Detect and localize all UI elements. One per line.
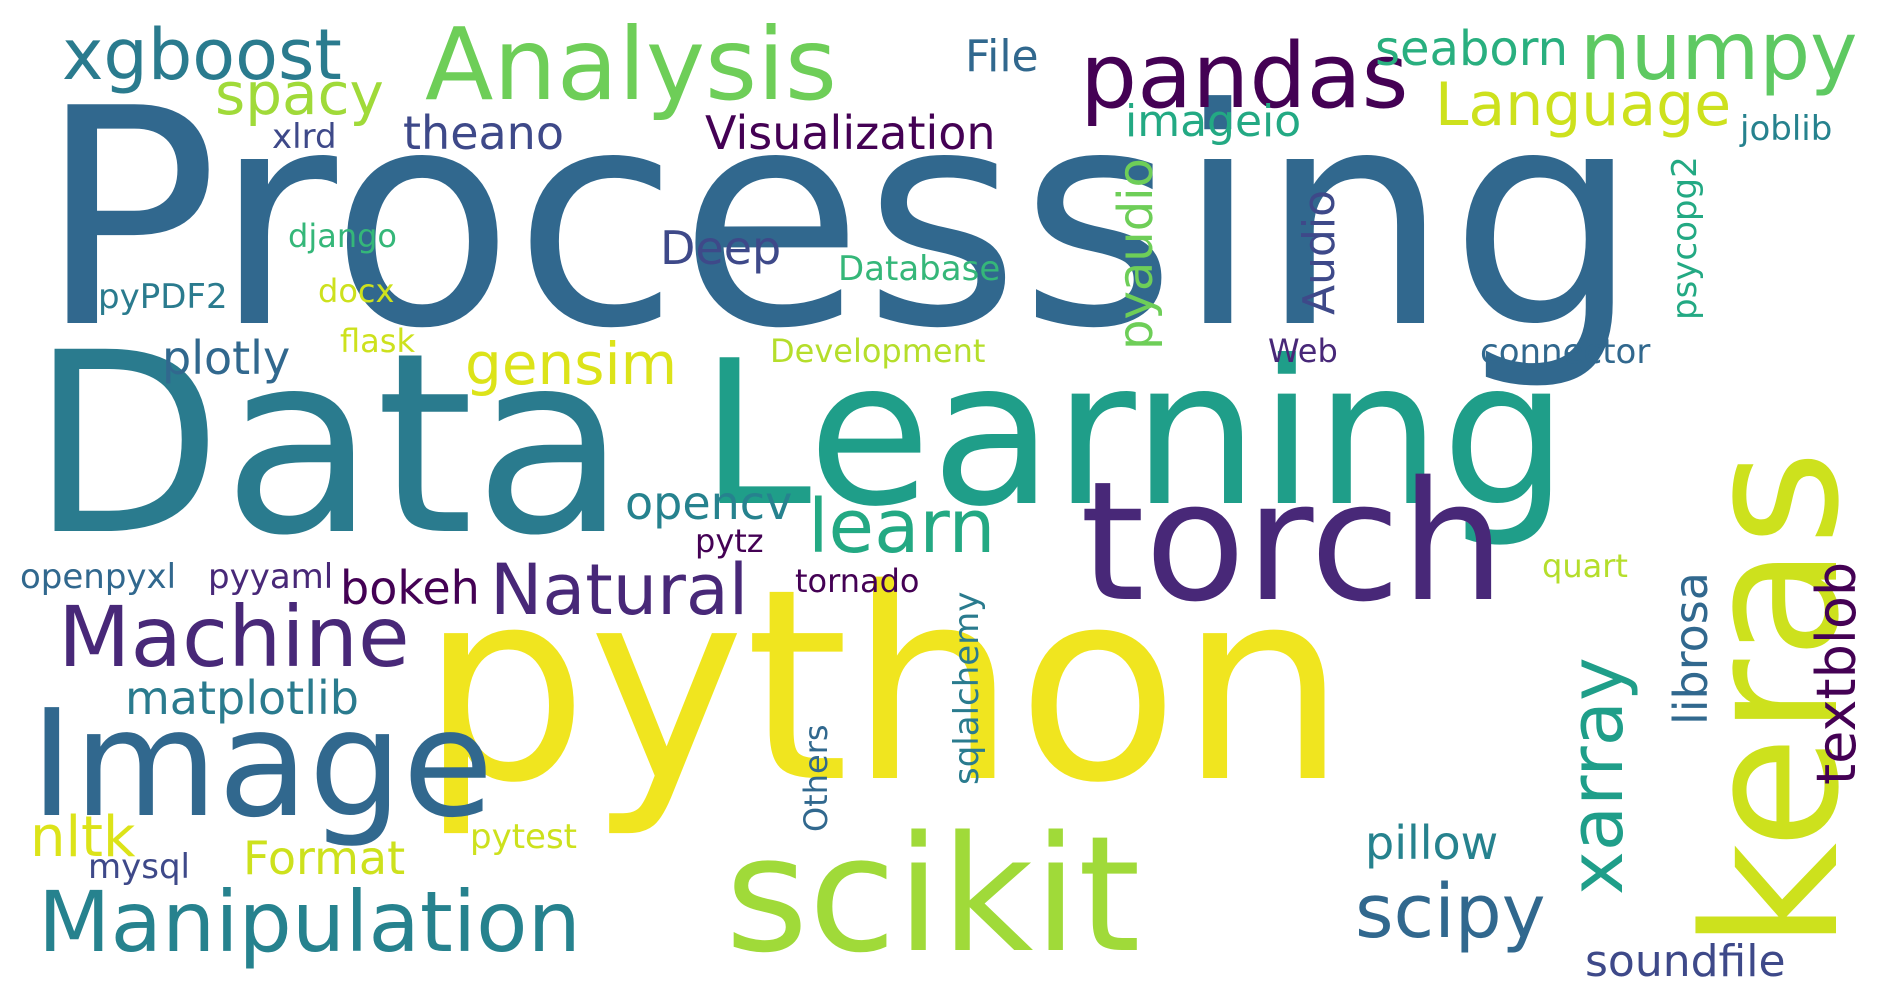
word-mysql: mysql	[88, 847, 190, 887]
word-python: python	[420, 533, 1347, 841]
word-docx: docx	[318, 272, 395, 310]
word-tornado: tornado	[795, 562, 920, 600]
word-opencv: opencv	[625, 476, 793, 530]
word-machine: Machine	[58, 588, 410, 686]
word-visualization: Visualization	[705, 106, 996, 160]
word-psycopg2: psycopg2	[1665, 156, 1705, 320]
word-web: Web	[1268, 332, 1338, 370]
word-image: Image	[30, 678, 494, 850]
word-soundfile: soundfile	[1585, 936, 1786, 987]
word-deep: Deep	[660, 221, 782, 275]
word-torch: torch	[1080, 446, 1506, 638]
word-learn: learn	[808, 484, 996, 570]
word-matplotlib: matplotlib	[125, 671, 359, 725]
word-joblib: joblib	[1740, 109, 1833, 149]
word-data: Data	[30, 299, 627, 590]
word-analysis: Analysis	[425, 6, 838, 123]
word-pandas: pandas	[1080, 24, 1409, 129]
word-processing: Processing	[38, 45, 1640, 394]
word-imageio: imageio	[1125, 96, 1302, 147]
word-openpyxl: openpyxl	[20, 557, 177, 597]
word-quart: quart	[1542, 547, 1628, 585]
word-django: django	[288, 217, 397, 255]
word-audio: Audio	[1294, 189, 1345, 315]
word-theano: theano	[403, 106, 564, 160]
word-scipy: scipy	[1355, 869, 1546, 955]
word-pytest: pytest	[470, 817, 577, 857]
word-development: Development	[770, 332, 986, 370]
word-nltk: nltk	[30, 805, 136, 870]
word-file: File	[965, 31, 1039, 82]
word-seaborn: seaborn	[1375, 21, 1569, 77]
word-scikit: scikit	[725, 801, 1141, 988]
word-format: Format	[243, 831, 406, 885]
word-textblob: textblob	[1805, 561, 1868, 785]
word-librosa: librosa	[1664, 572, 1718, 725]
word-pyaudio: pyaudio	[1108, 158, 1164, 350]
word-gensim: gensim	[465, 330, 678, 398]
word-pyyaml: pyyaml	[208, 557, 334, 597]
word-xgboost: xgboost	[62, 14, 342, 96]
word-database: Database	[838, 249, 1001, 289]
word-natural: Natural	[490, 549, 749, 631]
word-pillow: pillow	[1365, 816, 1499, 870]
word-others: Others	[797, 724, 835, 832]
word-sqlalchemy: sqlalchemy	[947, 591, 987, 785]
word-xarray: xarray	[1554, 657, 1640, 895]
word-manipulation: Manipulation	[38, 873, 581, 971]
word-bokeh: bokeh	[340, 561, 480, 615]
word-plotly: plotly	[162, 331, 291, 385]
word-pytz: pytz	[695, 522, 764, 560]
word-language: Language	[1435, 70, 1732, 140]
word-flask: flask	[340, 322, 415, 360]
word-xlrd: xlrd	[272, 117, 337, 157]
word-numpy: numpy	[1580, 5, 1858, 98]
word-spacy: spacy	[215, 60, 384, 128]
word-connector: connector	[1480, 332, 1651, 372]
word-pypdf2: pyPDF2	[98, 277, 228, 317]
word-learning: Learning	[700, 318, 1569, 551]
